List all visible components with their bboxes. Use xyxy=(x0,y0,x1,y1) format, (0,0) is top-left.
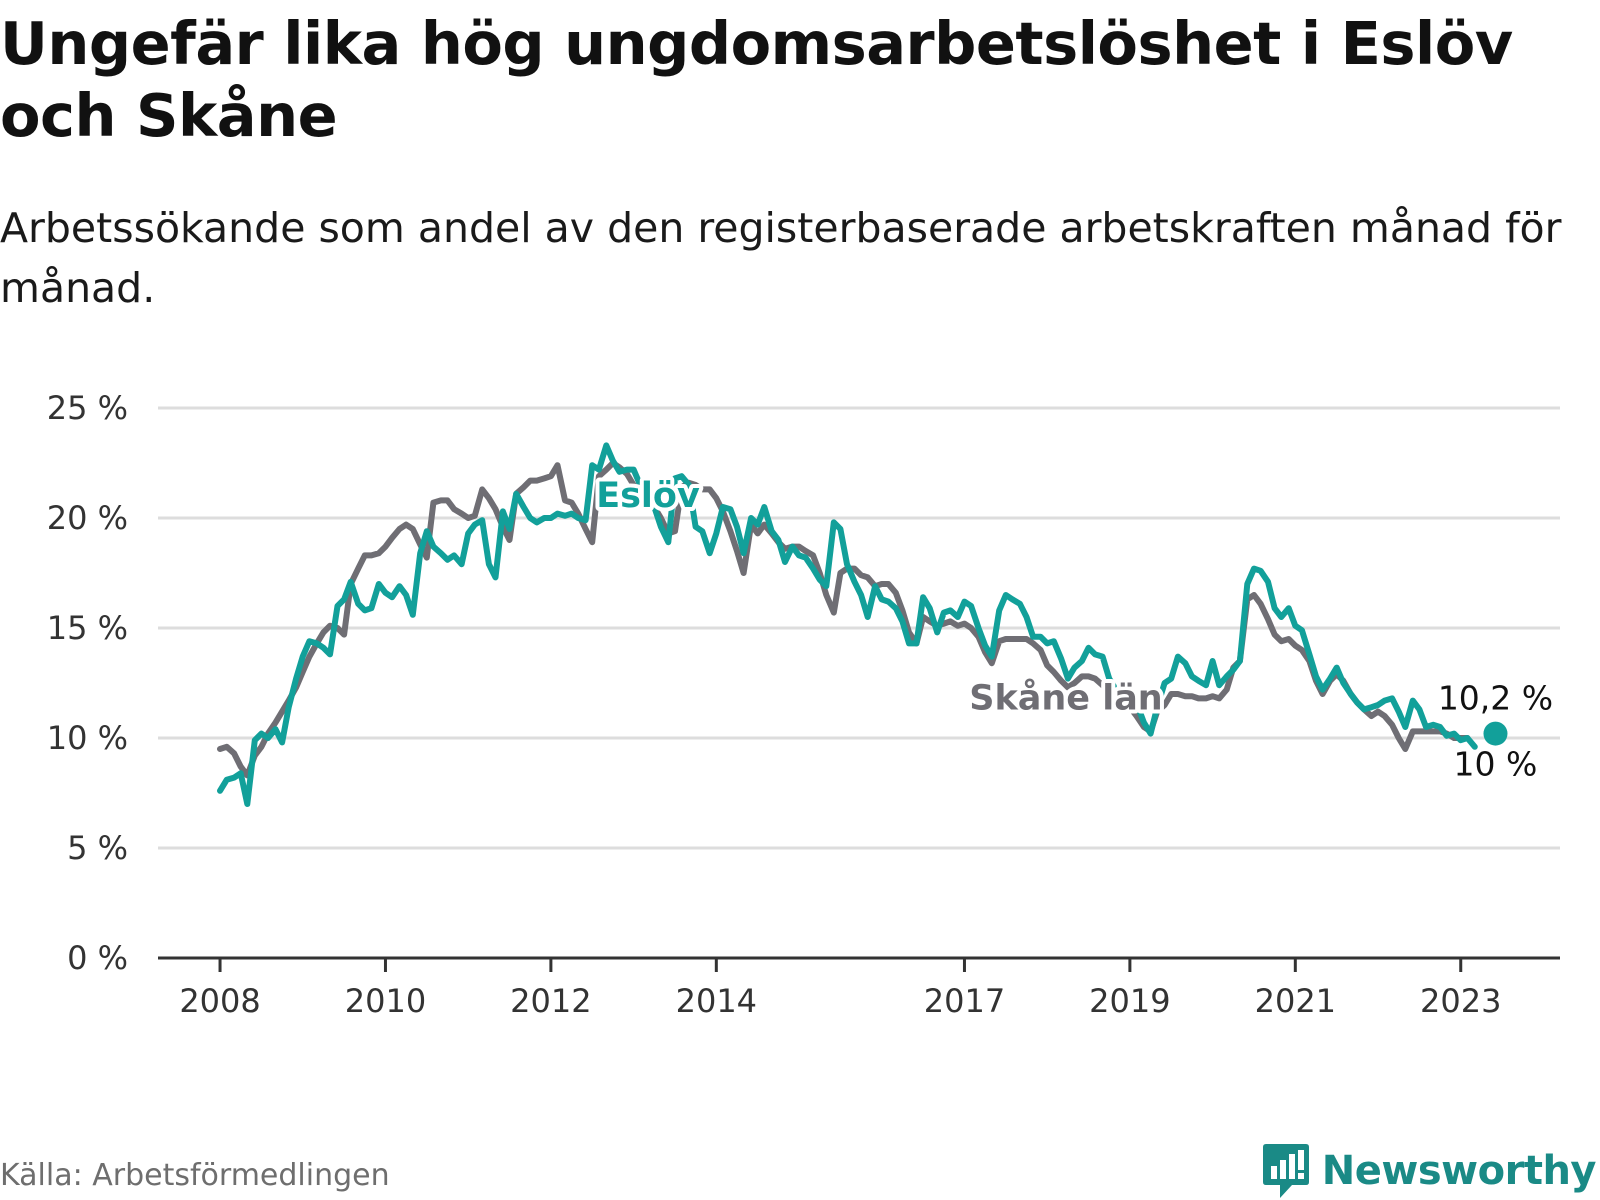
x-tick-label: 2017 xyxy=(924,982,1005,1020)
value-label-eslov: 10,2 % xyxy=(1438,679,1553,718)
x-tick-label: 2021 xyxy=(1255,982,1336,1020)
x-tick-label: 2019 xyxy=(1089,982,1170,1020)
y-axis-ticks: 0 % 5 % 10 % 15 % 20 % 25 % xyxy=(47,389,128,977)
chart-title: Ungefär lika hög ungdomsarbetslöshet i E… xyxy=(0,9,1513,150)
x-tick-label: 2012 xyxy=(510,982,591,1020)
brand-logo: Newsworthy xyxy=(1262,1142,1597,1200)
value-label-skane: 10 % xyxy=(1454,745,1538,784)
brand-name: Newsworthy xyxy=(1321,1148,1597,1194)
x-tick-label: 2014 xyxy=(676,982,757,1020)
x-tick-label: 2023 xyxy=(1420,982,1501,1020)
series-line-skane xyxy=(217,460,1471,779)
gridlines xyxy=(158,406,1560,850)
x-tick-label: 2008 xyxy=(179,982,260,1020)
newsworthy-icon xyxy=(1262,1144,1309,1198)
series-lines xyxy=(217,442,1508,807)
x-axis: 2008 2010 2012 2014 2017 2019 2021 2023 xyxy=(158,956,1560,1020)
y-tick-label: 5 % xyxy=(67,829,128,867)
series-labels: Eslöv Skåne län 10,2 % 10 % xyxy=(592,472,1556,787)
y-tick-label: 10 % xyxy=(47,719,128,757)
y-tick-label: 0 % xyxy=(67,939,128,977)
series-line-eslov xyxy=(217,442,1478,807)
chart-subtitle: Arbetssökande som andel av den registerb… xyxy=(0,204,1562,312)
series-label-skane: Skåne län xyxy=(969,677,1162,718)
y-tick-label: 15 % xyxy=(47,609,128,647)
source-note: Källa: Arbetsförmedlingen xyxy=(0,1158,390,1193)
line-chart: 0 %5 %10 %15 %20 %25 % 2008 2010 2012 2014 2… xyxy=(47,389,1560,1020)
series-label-eslov: Eslöv xyxy=(596,476,700,516)
endpoint-marker-eslov xyxy=(1483,721,1508,746)
y-tick-label: 20 % xyxy=(47,499,128,537)
y-tick-label: 25 % xyxy=(47,389,128,427)
x-tick-label: 2010 xyxy=(345,982,426,1020)
